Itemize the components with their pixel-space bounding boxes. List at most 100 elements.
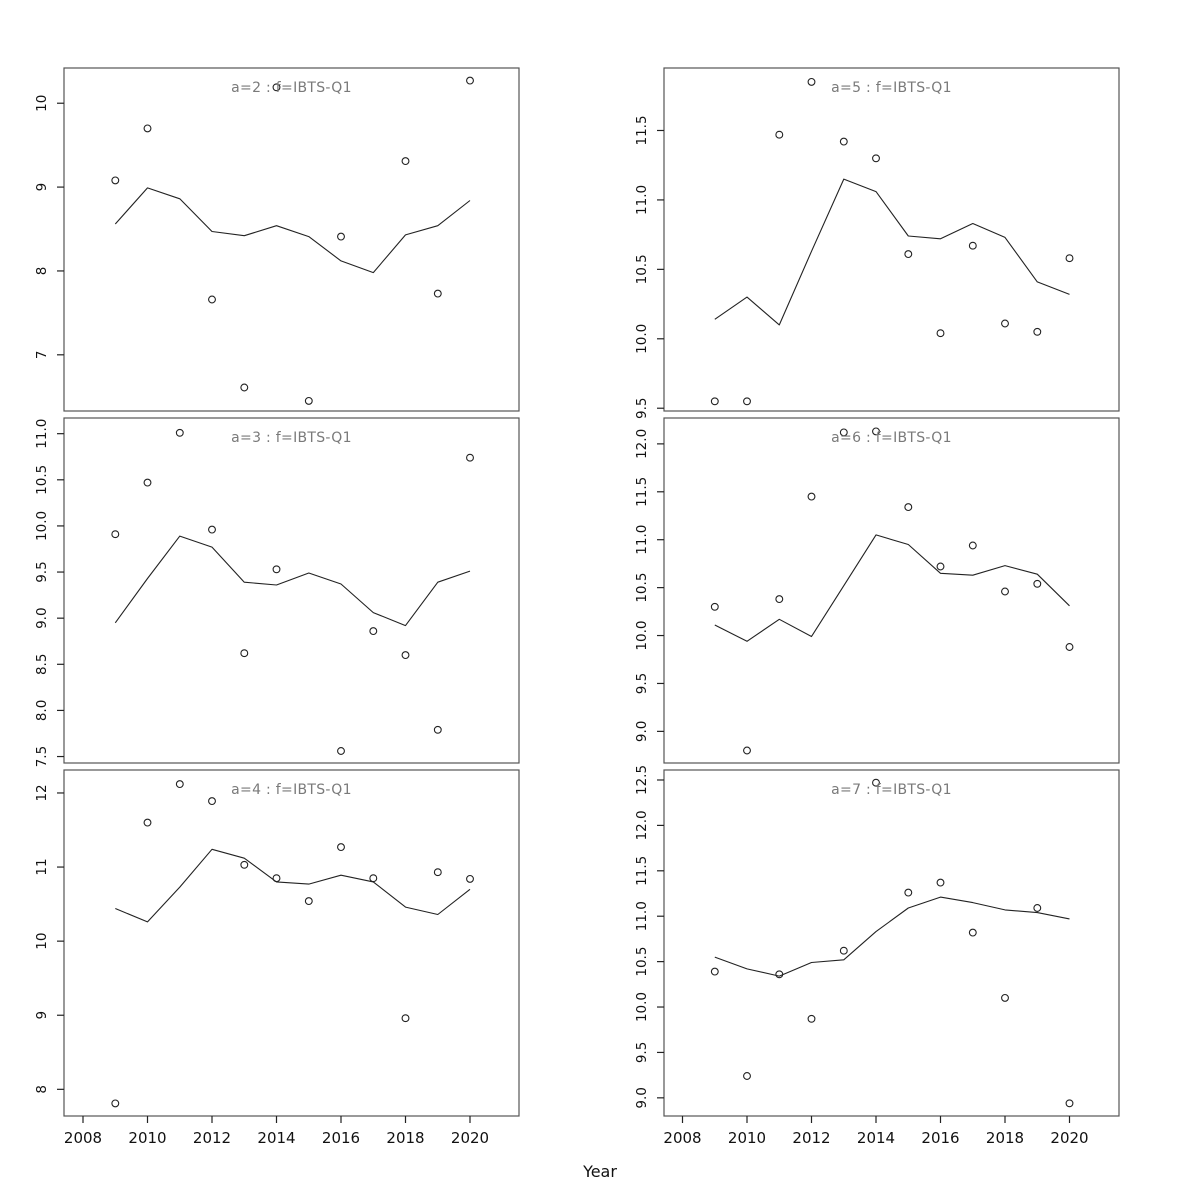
data-point [904,503,913,512]
data-points [710,77,1074,406]
y-tick-label: 9.5 [634,673,650,694]
data-point [433,868,442,877]
y-tick-label: 10.5 [634,254,650,284]
data-point [807,492,816,501]
data-point [710,967,719,976]
y-tick-label: 7.5 [34,746,50,767]
y-tick-label: 9.0 [634,721,650,742]
y-tick-label: 11.5 [634,856,650,886]
data-point [466,874,474,883]
y-tick-label: 11.0 [634,525,650,555]
y-tick-label: 12.0 [634,810,650,840]
x-tick-label: 2010 [728,1129,766,1147]
data-point [369,627,378,636]
data-point [111,530,120,539]
data-point [1065,254,1074,263]
panel-5: 9.5 10.0 10.5 11.0 11.5 [634,67,1120,419]
data-point [240,649,249,658]
y-tick-label: 9.0 [34,607,50,628]
panel-border [663,769,1120,1117]
y-tick-label: 9 [34,1011,50,1020]
y-tick-label: 8.5 [34,654,50,675]
y-tick-label: 11.0 [34,419,50,449]
data-point [710,602,719,611]
y-tick-label: 11.5 [634,115,650,145]
y-tick-label: 9.5 [34,561,50,582]
data-point [775,595,784,604]
x-axis: 2008 2010 2012 2014 2016 2018 2020 [64,1116,489,1147]
data-point [1033,904,1042,912]
panel-border [63,67,520,412]
y-axis: 9.0 9.5 10.0 10.5 11.0 11.5 12.0 12.5 [634,765,664,1109]
x-axis: 2008 2010 2012 2014 2016 2018 2020 [663,1116,1089,1147]
panel-3: 7.5 8.0 8.5 9.0 9.5 10.0 10.5 11.0 [34,417,520,767]
y-tick-label: 10 [34,933,50,950]
data-point [401,157,410,166]
y-tick-label: 10.5 [634,947,650,977]
data-point [936,329,945,338]
y-tick-label: 11.5 [634,477,650,507]
data-point [111,176,120,185]
data-point [337,232,345,241]
x-tick-label: 2008 [64,1129,102,1147]
data-point [175,428,184,437]
y-axis: 8 9 10 11 12 [34,784,64,1094]
fit-line [114,535,471,627]
data-point [111,1099,120,1108]
data-point [143,124,152,133]
panel-border [63,769,520,1117]
data-point [272,874,281,883]
data-point [904,888,913,897]
data-points [111,76,474,405]
panel-border [663,417,1120,764]
data-point [968,541,977,550]
data-point [936,562,945,571]
y-axis: 7 8 9 10 [34,95,64,359]
y-tick-label: 10.5 [634,573,650,603]
data-point [175,780,184,789]
fit-line [714,178,1070,326]
data-point [401,1014,410,1023]
y-tick-label: 10.0 [634,324,650,354]
data-point [839,946,848,955]
y-axis: 9.0 9.5 10.0 10.5 11.0 11.5 12.0 [634,429,664,742]
data-points [710,427,1074,755]
data-point [968,241,977,250]
data-point [337,843,345,852]
y-tick-label: 12 [34,784,50,801]
x-tick-label: 2014 [857,1129,895,1147]
data-point [1001,587,1009,596]
x-tick-label: 2018 [386,1129,424,1147]
x-tick-label: 2020 [1050,1129,1088,1147]
y-tick-label: 9.5 [634,397,650,418]
y-tick-label: 7 [34,351,50,360]
y-tick-label: 9 [34,183,50,192]
x-tick-label: 2008 [663,1129,701,1147]
data-point [466,76,474,85]
data-point [807,77,816,86]
x-tick-label: 2014 [257,1129,295,1147]
data-point [466,453,474,462]
data-point [208,797,216,806]
fit-line [115,848,471,923]
y-tick-label: 12.0 [634,429,650,459]
fit-line [714,534,1070,642]
data-points [710,778,1074,1108]
y-tick-label: 10.0 [634,992,650,1022]
data-point [743,397,751,406]
y-axis: 7.5 8.0 8.5 9.0 9.5 10.0 10.5 11.0 [34,419,64,767]
y-tick-label: 8 [34,1085,50,1094]
data-point [743,746,751,755]
data-point [839,137,848,146]
panel-border [663,67,1120,412]
data-point [1033,327,1042,336]
data-point [743,1072,751,1080]
panel-6: 9.0 9.5 10.0 10.5 11.0 11.5 12.0 [634,417,1120,764]
y-tick-label: 8 [34,267,50,276]
data-point [304,396,313,405]
data-point [143,818,152,827]
x-tick-label: 2018 [986,1129,1024,1147]
data-point [337,747,345,755]
